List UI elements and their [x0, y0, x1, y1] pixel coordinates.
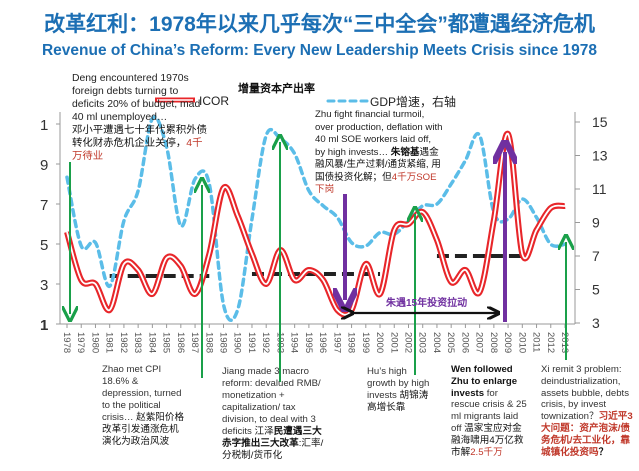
x-tick-label: 2000: [374, 332, 385, 353]
right-tick-label: 3: [592, 315, 600, 331]
left-tick-label: 7: [40, 197, 48, 214]
right-tick-label: 15: [592, 114, 608, 130]
x-tick-label: 2005: [445, 332, 456, 353]
x-tick-label: 1979: [75, 332, 86, 353]
span-label: 朱遇15年投资拉动: [386, 296, 467, 309]
legend-gdp-label: GDP增速，右轴: [370, 94, 456, 109]
x-tick-label: 2012: [545, 332, 556, 353]
left-tick-label: 9: [40, 157, 48, 174]
x-tick-label: 1997: [331, 332, 342, 353]
x-tick-label: 1982: [118, 332, 129, 353]
right-tick-label: 11: [592, 181, 607, 197]
x-tick-label: 2010: [516, 332, 527, 353]
x-tick-label: 2013: [559, 332, 570, 353]
x-tick-label: 1991: [246, 332, 257, 353]
x-tick-label: 1996: [317, 332, 328, 353]
x-tick-label: 1988: [203, 332, 214, 353]
chart-title: 增量资本产出率: [238, 81, 315, 95]
left-tick-label: 3: [40, 277, 48, 294]
x-tick-label: 1983: [132, 332, 143, 353]
gdp-growth-line: [65, 115, 567, 323]
left-tick-label: 1: [40, 317, 48, 334]
annotation-hu: Hu’s high growth by high invests 胡锦涛高增长靠: [367, 366, 430, 413]
x-tick-label: 1995: [303, 332, 314, 353]
x-tick-label: 2009: [502, 332, 513, 353]
x-tick-label: 2003: [417, 332, 428, 353]
x-tick-label: 2006: [459, 332, 470, 353]
x-tick-label: 1998: [346, 332, 357, 353]
annotation-deng: Deng encountered 1970s foreign debts tur…: [72, 73, 208, 162]
x-tick-label: 1999: [360, 332, 371, 353]
x-tick-label: 1980: [89, 332, 100, 353]
right-tick-label: 9: [592, 215, 600, 231]
x-tick-label: 2002: [402, 332, 413, 353]
x-tick-label: 2008: [488, 332, 499, 353]
left-tick-label: 5: [40, 237, 48, 254]
x-tick-label: 2011: [531, 332, 542, 352]
x-tick-label: 2004: [431, 332, 442, 353]
legend: ICOR GDP增速，右轴: [155, 94, 456, 109]
annotation-jiang: Jiang made 3 macro reform: devalued RMB/…: [222, 366, 324, 461]
x-tick-label: 1984: [146, 332, 157, 353]
annotation-xi: Xi remit 3 problem: deindustrialization,…: [541, 364, 633, 458]
annotation-zhao: Zhao met CPI 18.6% & depression, turned …: [102, 364, 185, 447]
arrows: [70, 142, 566, 382]
right-tick-label: 7: [592, 248, 600, 264]
x-tick-label: 1992: [260, 332, 271, 353]
right-tick-label: 13: [592, 148, 608, 164]
title-english: Revenue of China’s Reform: Every New Lea…: [41, 42, 598, 59]
x-tick-label: 1989: [218, 332, 229, 353]
x-tick-label: 1987: [189, 332, 200, 353]
x-tick-label: 2001: [388, 332, 399, 353]
x-tick-label: 1978: [61, 332, 72, 353]
annotation-zhu: Zhu fight financial turmoil, over produc…: [315, 109, 443, 195]
x-tick-label: 1986: [175, 332, 186, 353]
right-tick-label: 5: [592, 282, 600, 298]
legend-icor-label: ICOR: [199, 94, 229, 108]
left-tick-label: 1: [40, 117, 48, 134]
x-tick-label: 1990: [232, 332, 243, 353]
title-chinese: 改革红利：1978年以来几乎每次“三中全会”都遭遇经济危机: [44, 13, 595, 36]
x-tick-label: 1981: [104, 332, 115, 353]
annotation-wen: Wen followed Zhu to enlarge invests for …: [451, 364, 527, 458]
x-tick-label: 1985: [161, 332, 172, 353]
x-tick-label: 2007: [474, 332, 485, 353]
icor-line-inner: [66, 133, 566, 316]
x-tick-label: 1994: [289, 332, 300, 353]
